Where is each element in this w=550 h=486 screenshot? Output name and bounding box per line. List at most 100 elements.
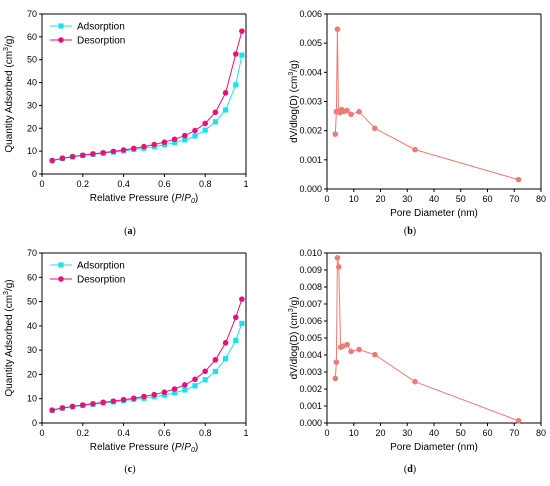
- y-axis-label-tail: /g): [4, 35, 15, 47]
- data-point: [222, 90, 229, 96]
- x-tick-label: 20: [375, 428, 385, 438]
- caption-open: (: [124, 464, 128, 475]
- data-point: [90, 151, 96, 157]
- data-point: [412, 378, 418, 385]
- y-axis-label-text: Quantity Adsorbed (cm: [4, 295, 15, 397]
- caption-open: (: [124, 226, 128, 237]
- data-point: [212, 109, 219, 116]
- y-tick-label: 0: [32, 418, 37, 428]
- data-point: [182, 137, 188, 143]
- y-tick-label: 0.004: [299, 67, 322, 77]
- x-tick-label: 0.4: [117, 179, 130, 189]
- data-point: [49, 407, 55, 413]
- x-tick-label: 40: [429, 428, 439, 438]
- x-tick-label: 0.4: [117, 428, 130, 438]
- x-axis-label-text: Pore Diameter (nm): [390, 442, 478, 453]
- y-axis-label-text: dV/dlog(D) (cm: [289, 312, 300, 379]
- data-point: [222, 340, 229, 346]
- y-tick-label: 0.002: [299, 126, 322, 136]
- x-tick-label: 70: [509, 194, 519, 204]
- y-axis-label-sup: 3: [288, 308, 295, 312]
- chart-b: 0 10 20 30 40 50 60 70 80 0.000 0.001 0.002 0.003 0.0…: [288, 9, 546, 237]
- legend-label-adsorption: Adsorption: [77, 261, 125, 272]
- x-axis-label: Relative Pressure (P/P0): [90, 442, 198, 454]
- y-tick-label: 0.008: [299, 282, 322, 292]
- caption-close: ): [413, 226, 416, 237]
- data-point: [223, 356, 229, 362]
- y-tick-label: 0.005: [299, 38, 322, 48]
- y-axis-label-tail: /g): [289, 297, 300, 309]
- caption-close: ): [133, 226, 136, 237]
- caption-close: ): [413, 464, 416, 475]
- x-tick-label: 0.2: [77, 179, 90, 189]
- panel-caption: (c): [124, 464, 135, 475]
- data-point: [100, 149, 106, 156]
- data-point: [192, 383, 198, 389]
- series-line-desorption: [52, 298, 243, 411]
- x-tick-label: 0: [39, 428, 44, 438]
- x-tick-label: 60: [482, 428, 492, 438]
- panel-caption: (a): [124, 226, 136, 237]
- data-point: [412, 146, 418, 153]
- data-point: [110, 148, 117, 155]
- series-line-pore: [334, 257, 519, 422]
- x-tick-label: 0: [39, 179, 44, 189]
- data-point: [161, 392, 167, 398]
- x-tick-label: 50: [456, 428, 466, 438]
- y-tick-label: 0.001: [299, 155, 322, 165]
- x-tick-label: 1: [243, 179, 248, 189]
- data-point: [212, 368, 218, 375]
- caption-letter: b: [407, 226, 413, 237]
- x-tick-label: 30: [402, 194, 412, 204]
- caption-letter: d: [407, 464, 413, 475]
- x-axis-label-text: Relative Pressure (: [90, 193, 176, 204]
- data-point: [233, 337, 239, 344]
- data-point: [172, 390, 178, 396]
- data-point: [49, 157, 55, 164]
- series-line-pore: [334, 29, 519, 181]
- data-point: [192, 376, 198, 383]
- data-point: [59, 405, 66, 411]
- data-point: [69, 403, 76, 410]
- series-line-adsorption: [52, 54, 243, 162]
- y-tick-label: 30: [27, 345, 37, 355]
- y-tick-label: 0.000: [299, 184, 322, 194]
- x-tick-label: 0.8: [199, 179, 212, 189]
- x-tick-label: 0: [324, 428, 329, 438]
- x-tick-label: 70: [509, 428, 519, 438]
- y-tick-label: 0.005: [299, 333, 322, 343]
- x-axis-label-p: P: [175, 193, 182, 204]
- y-tick-label: 0.003: [299, 97, 322, 107]
- chart-d: 0 10 20 30 40 50 60 70 80 0.000 0.001 0.002 0.003 0.0…: [288, 248, 546, 475]
- y-axis-label-sup: 3: [3, 291, 10, 295]
- caption-open: (: [404, 226, 408, 237]
- data-point: [515, 176, 522, 183]
- y-tick-label: 0.002: [299, 384, 322, 394]
- data-point: [59, 155, 66, 162]
- x-tick-label: 60: [482, 194, 492, 204]
- data-point: [356, 346, 362, 353]
- data-point: [202, 127, 208, 133]
- y-tick-label: 70: [27, 9, 37, 19]
- data-point: [344, 107, 350, 114]
- legend-marker: [58, 37, 64, 43]
- data-point: [348, 111, 354, 118]
- data-point: [239, 320, 245, 327]
- x-axis-label-slash: /: [182, 193, 185, 204]
- data-point: [348, 348, 354, 355]
- x-axis-label-p: P: [175, 442, 182, 453]
- data-point: [334, 26, 341, 32]
- legend-marker: [58, 23, 64, 29]
- x-axis-label-close: ): [195, 442, 198, 453]
- y-axis-label: dV/dlog(D) (cm3/g): [288, 297, 300, 380]
- data-point: [335, 264, 342, 270]
- y-axis-label-text: dV/dlog(D) (cm: [289, 76, 300, 143]
- data-point: [372, 351, 378, 358]
- x-tick-label: 10: [349, 194, 359, 204]
- data-point: [161, 389, 168, 395]
- data-point: [192, 127, 198, 134]
- y-tick-label: 0: [32, 169, 37, 179]
- data-point: [80, 152, 86, 159]
- caption-letter: c: [128, 464, 133, 475]
- y-tick-label: 20: [27, 123, 37, 133]
